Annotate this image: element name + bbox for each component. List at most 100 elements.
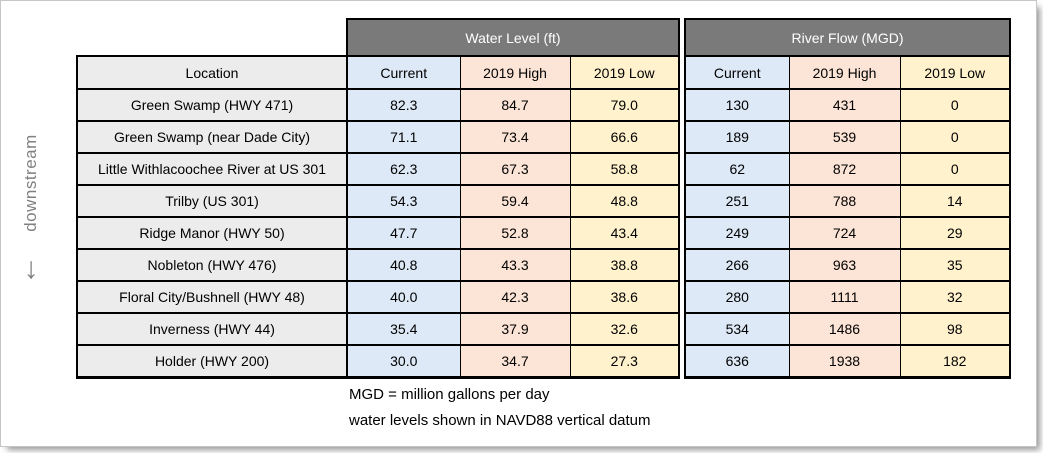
rf-current-cell: 280 bbox=[684, 280, 790, 314]
table-row: Little Withlacoochee River at US 301 62.… bbox=[76, 152, 1011, 186]
group-gap bbox=[679, 56, 685, 89]
rf-high-cell: 963 bbox=[788, 248, 901, 282]
wl-current-header: Current bbox=[346, 55, 461, 90]
location-column-header: Location bbox=[76, 55, 348, 90]
wl-low-cell: 32.6 bbox=[569, 312, 680, 346]
rf-high-cell: 724 bbox=[788, 216, 901, 250]
rf-current-cell: 266 bbox=[684, 248, 790, 282]
location-cell: Holder (HWY 200) bbox=[76, 344, 348, 379]
wl-current-cell: 35.4 bbox=[346, 312, 461, 346]
wl-high-cell: 34.7 bbox=[459, 344, 571, 379]
table-row: Inverness (HWY 44) 35.4 37.9 32.6 534 14… bbox=[76, 312, 1011, 346]
rf-low-cell: 32 bbox=[899, 280, 1011, 314]
group-gap bbox=[679, 19, 685, 56]
wl-low-cell: 43.4 bbox=[569, 216, 680, 250]
rf-current-cell: 251 bbox=[684, 184, 790, 218]
table-row: Trilby (US 301) 54.3 59.4 48.8 251 788 1… bbox=[76, 184, 1011, 218]
rf-low-cell: 35 bbox=[899, 248, 1011, 282]
wl-low-cell: 58.8 bbox=[569, 152, 680, 186]
rf-current-cell: 189 bbox=[684, 120, 790, 154]
footnote-datum: water levels shown in NAVD88 vertical da… bbox=[349, 412, 651, 429]
location-cell: Floral City/Bushnell (HWY 48) bbox=[76, 280, 348, 314]
location-cell: Ridge Manor (HWY 50) bbox=[76, 216, 348, 250]
wl-current-cell: 40.8 bbox=[346, 248, 461, 282]
rf-high-cell: 1111 bbox=[788, 280, 901, 314]
rf-high-cell: 788 bbox=[788, 184, 901, 218]
rf-current-cell: 130 bbox=[684, 88, 790, 122]
table-row: Green Swamp (near Dade City) 71.1 73.4 6… bbox=[76, 120, 1011, 154]
wl-current-cell: 62.3 bbox=[346, 152, 461, 186]
river-data-table: Water Level (ft) River Flow (MGD) Locati… bbox=[76, 18, 1011, 379]
group-gap bbox=[679, 185, 685, 217]
table-row: Nobleton (HWY 476) 40.8 43.3 38.8 266 96… bbox=[76, 248, 1011, 282]
wl-low-cell: 38.8 bbox=[569, 248, 680, 282]
rf-current-cell: 62 bbox=[684, 152, 790, 186]
table-row: Holder (HWY 200) 30.0 34.7 27.3 636 1938… bbox=[76, 344, 1011, 379]
rf-high-cell: 431 bbox=[788, 88, 901, 122]
wl-high-cell: 67.3 bbox=[459, 152, 571, 186]
river-flow-group-header: River Flow (MGD) bbox=[684, 18, 1011, 57]
wl-current-cell: 54.3 bbox=[346, 184, 461, 218]
wl-low-header: 2019 Low bbox=[569, 55, 680, 90]
rf-low-cell: 98 bbox=[899, 312, 1011, 346]
wl-low-cell: 48.8 bbox=[569, 184, 680, 218]
rf-high-cell: 539 bbox=[788, 120, 901, 154]
wl-high-cell: 84.7 bbox=[459, 88, 571, 122]
group-gap bbox=[679, 121, 685, 153]
water-level-group-header: Water Level (ft) bbox=[346, 18, 680, 57]
column-header-row: Location Current 2019 High 2019 Low Curr… bbox=[76, 55, 1011, 90]
down-arrow-icon: ↓ bbox=[23, 252, 39, 285]
wl-high-cell: 43.3 bbox=[459, 248, 571, 282]
group-gap bbox=[679, 249, 685, 281]
downstream-label: downstream bbox=[21, 134, 40, 232]
location-cell: Green Swamp (near Dade City) bbox=[76, 120, 348, 154]
rf-high-header: 2019 High bbox=[788, 55, 901, 90]
rf-current-header: Current bbox=[684, 55, 790, 90]
group-gap bbox=[679, 217, 685, 249]
wl-high-cell: 42.3 bbox=[459, 280, 571, 314]
group-gap bbox=[679, 345, 685, 377]
wl-current-cell: 47.7 bbox=[346, 216, 461, 250]
location-cell: Nobleton (HWY 476) bbox=[76, 248, 348, 282]
location-cell: Green Swamp (HWY 471) bbox=[76, 88, 348, 122]
wl-high-cell: 37.9 bbox=[459, 312, 571, 346]
table-row: Ridge Manor (HWY 50) 47.7 52.8 43.4 249 … bbox=[76, 216, 1011, 250]
rf-low-cell: 0 bbox=[899, 152, 1011, 186]
table-row: Floral City/Bushnell (HWY 48) 40.0 42.3 … bbox=[76, 280, 1011, 314]
wl-high-cell: 52.8 bbox=[459, 216, 571, 250]
footnotes: MGD = million gallons per day water leve… bbox=[349, 382, 651, 434]
wl-current-cell: 82.3 bbox=[346, 88, 461, 122]
wl-current-cell: 40.0 bbox=[346, 280, 461, 314]
location-cell: Inverness (HWY 44) bbox=[76, 312, 348, 346]
wl-low-cell: 79.0 bbox=[569, 88, 680, 122]
wl-low-cell: 38.6 bbox=[569, 280, 680, 314]
location-cell: Little Withlacoochee River at US 301 bbox=[76, 152, 348, 186]
group-gap bbox=[679, 313, 685, 345]
rf-low-cell: 29 bbox=[899, 216, 1011, 250]
table-row: Green Swamp (HWY 471) 82.3 84.7 79.0 130… bbox=[76, 88, 1011, 122]
wl-high-cell: 73.4 bbox=[459, 120, 571, 154]
rf-high-cell: 1938 bbox=[788, 344, 901, 379]
rf-current-cell: 249 bbox=[684, 216, 790, 250]
rf-low-header: 2019 Low bbox=[899, 55, 1011, 90]
rf-low-cell: 0 bbox=[899, 88, 1011, 122]
rf-low-cell: 14 bbox=[899, 184, 1011, 218]
blank-corner-cell bbox=[77, 19, 347, 56]
rf-low-cell: 0 bbox=[899, 120, 1011, 154]
wl-current-cell: 71.1 bbox=[346, 120, 461, 154]
rf-high-cell: 872 bbox=[788, 152, 901, 186]
rf-high-cell: 1486 bbox=[788, 312, 901, 346]
group-gap bbox=[679, 281, 685, 313]
wl-low-cell: 27.3 bbox=[569, 344, 680, 379]
wl-high-header: 2019 High bbox=[459, 55, 571, 90]
location-cell: Trilby (US 301) bbox=[76, 184, 348, 218]
rf-low-cell: 182 bbox=[899, 344, 1011, 379]
wl-current-cell: 30.0 bbox=[346, 344, 461, 379]
rf-current-cell: 534 bbox=[684, 312, 790, 346]
wl-high-cell: 59.4 bbox=[459, 184, 571, 218]
wl-low-cell: 66.6 bbox=[569, 120, 680, 154]
group-header-row: Water Level (ft) River Flow (MGD) bbox=[77, 18, 1011, 57]
rf-current-cell: 636 bbox=[684, 344, 790, 379]
group-gap bbox=[679, 153, 685, 185]
